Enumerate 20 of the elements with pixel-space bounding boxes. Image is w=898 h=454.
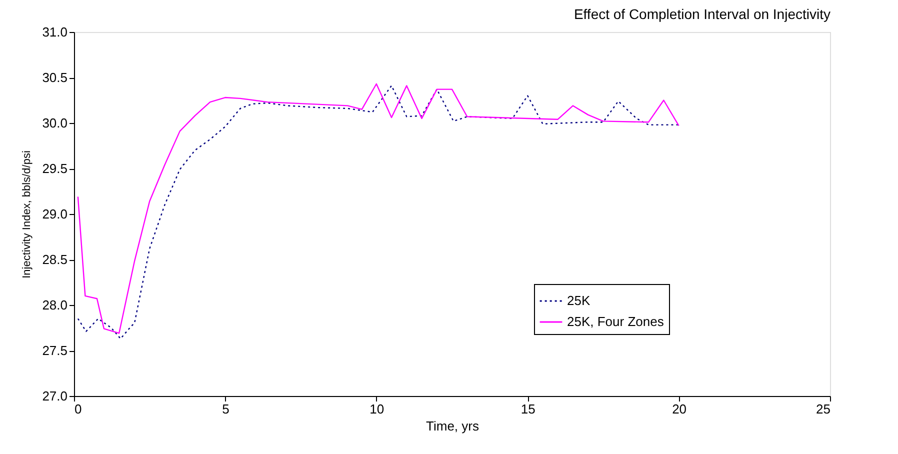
y-tick-label: 28.5 bbox=[42, 252, 68, 267]
y-tick-label: 27.5 bbox=[42, 343, 68, 358]
x-tick-label: 20 bbox=[672, 402, 687, 416]
y-tick-label: 29.0 bbox=[42, 206, 68, 222]
y-tick-label: 29.5 bbox=[42, 161, 68, 176]
y-tick-label: 28.0 bbox=[42, 298, 68, 312]
y-tick-label: 27.0 bbox=[42, 388, 68, 404]
x-axis-title: Time, yrs bbox=[426, 418, 480, 434]
legend-label: 25K, Four Zones bbox=[567, 314, 664, 329]
x-tick-label: 5 bbox=[222, 402, 230, 416]
x-tick-label: 0 bbox=[74, 402, 82, 416]
x-tick-label: 25 bbox=[816, 402, 830, 416]
y-tick-label: 30.0 bbox=[42, 116, 68, 130]
y-axis-title: Injectivity Index, bbls/d/psi bbox=[21, 150, 34, 278]
y-tick-label: 31.0 bbox=[42, 24, 68, 40]
y-tick-label: 30.5 bbox=[42, 70, 68, 85]
x-tick-label: 15 bbox=[520, 402, 536, 416]
legend-label: 25K bbox=[567, 293, 590, 308]
chart-title: Effect of Completion Interval on Injectivity bbox=[574, 6, 830, 22]
x-tick-label: 10 bbox=[370, 402, 384, 416]
